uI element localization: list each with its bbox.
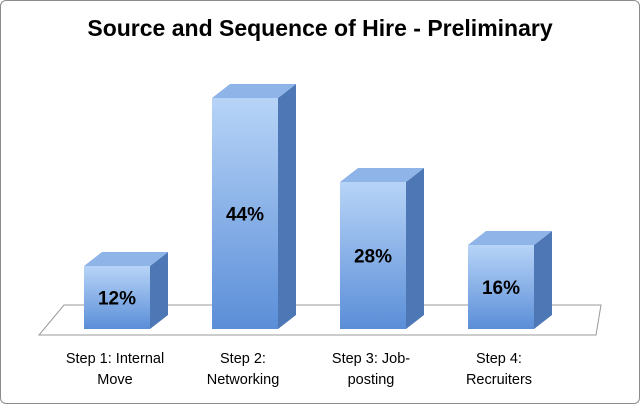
data-label-4: 16% [482, 278, 520, 299]
data-label-2: 44% [226, 205, 264, 226]
bar-top [468, 231, 552, 245]
data-label-1: 12% [98, 289, 136, 310]
bar-side [150, 252, 168, 329]
category-label-4-line-1: Step 4: [476, 351, 522, 367]
category-label-4-line-2: Recruiters [466, 372, 532, 388]
bar-front [84, 266, 150, 329]
bar-4 [468, 231, 552, 329]
category-label-2-line-1: Step 2: [220, 351, 266, 367]
bar-side [534, 231, 552, 329]
bar-1 [84, 252, 168, 329]
bar-2 [212, 84, 296, 329]
category-label-3-line-2: posting [348, 372, 395, 388]
bar-top [84, 252, 168, 266]
bar-side [278, 84, 296, 329]
category-label-1-line-2: Move [97, 372, 132, 388]
bar-front [340, 182, 406, 329]
data-label-3: 28% [354, 247, 392, 268]
bar-side [406, 168, 424, 329]
category-label-2-line-2: Networking [207, 372, 280, 388]
category-label-3-line-1: Step 3: Job- [332, 351, 410, 367]
bar-top [212, 84, 296, 98]
bar-front [212, 98, 278, 329]
bar-3 [340, 168, 424, 329]
category-label-1-line-1: Step 1: Internal [66, 351, 164, 367]
chart-title: Source and Sequence of Hire - Preliminar… [87, 15, 553, 41]
bar-front [468, 245, 534, 329]
chart-floor [37, 304, 602, 336]
bar-top [340, 168, 424, 182]
